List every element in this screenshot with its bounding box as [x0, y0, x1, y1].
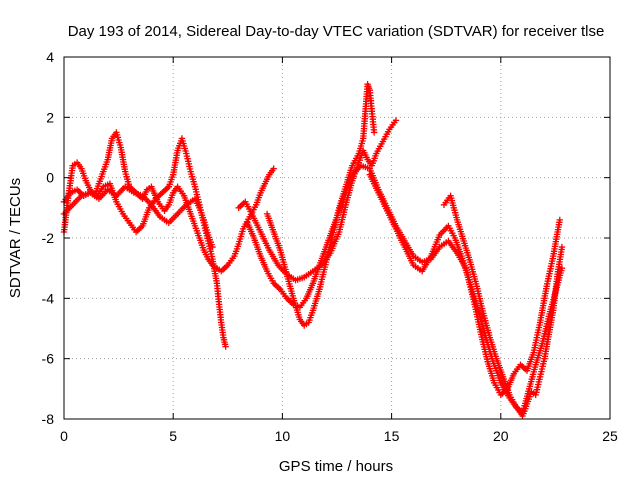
data-point [270, 165, 277, 172]
x-tick-label: 20 [493, 428, 509, 444]
y-tick-label: -4 [42, 290, 55, 306]
x-tick-label: 15 [384, 428, 400, 444]
data-point [558, 264, 566, 272]
y-axis-label: SDTVAR / TECUs [7, 178, 24, 298]
data-point [392, 117, 400, 124]
x-tick-label: 25 [602, 428, 618, 444]
data-series [60, 81, 566, 420]
y-tick-label: -8 [42, 411, 55, 427]
chart-title: Day 193 of 2014, Sidereal Day-to-day VTE… [68, 23, 605, 40]
x-tick-label: 0 [60, 428, 68, 444]
axis-ticks: 0 5 10 15 20 25 -8 -6 -4 -2 0 2 4 [42, 49, 618, 444]
data-point [209, 243, 216, 251]
data-point [222, 343, 229, 350]
series-track-5 [263, 81, 378, 329]
series-track-7 [366, 171, 563, 399]
data-point [370, 129, 378, 136]
y-tick-label: -6 [42, 351, 55, 367]
series-track-8 [440, 192, 566, 417]
data-point [558, 243, 566, 251]
y-tick-label: -2 [42, 230, 55, 246]
y-tick-label: 4 [46, 49, 54, 65]
data-point [556, 216, 563, 224]
series-track-3 [60, 183, 216, 251]
x-tick-label: 10 [275, 428, 291, 444]
x-tick-label: 5 [169, 428, 177, 444]
y-tick-label: 2 [46, 109, 54, 125]
y-tick-label: 0 [46, 170, 54, 186]
x-axis-label: GPS time / hours [279, 458, 393, 475]
